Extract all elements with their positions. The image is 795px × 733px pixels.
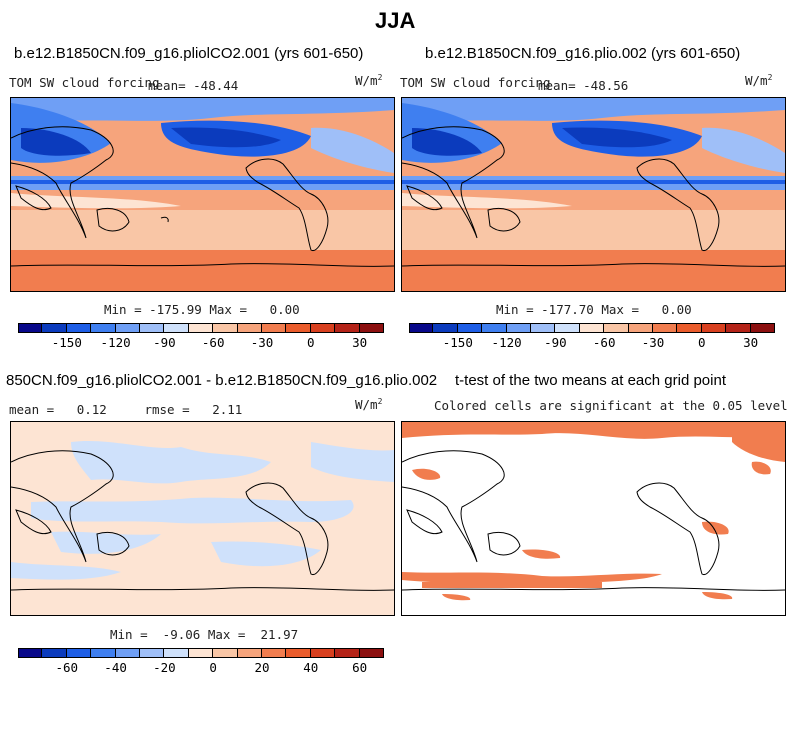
bottom-left-colorbar-cell [140,648,165,658]
top-left-units: W/m2 [355,73,383,89]
top-right-colorbar-tick-label: -150 [442,335,473,350]
bottom-left-colorbar-cell [262,648,287,658]
bottom-left-units: W/m2 [355,397,383,413]
bottom-left-colorbar-tick-label: 20 [254,660,270,675]
bottom-left-colorbar-cell [164,648,189,658]
bottom-right-note: Colored cells are significant at the 0.0… [434,398,788,413]
bottom-left-colorbar-tick-label: 0 [209,660,217,675]
top-left-colorbar-cell [237,323,262,333]
top-right-colorbar-tick-label: 30 [743,335,759,350]
top-left-minmax: Min = -175.99 Max = 0.00 [104,302,300,317]
bottom-left-colorbar-cell [66,648,92,658]
top-right-run-title: b.e12.B1850CN.f09_g16.plio.002 (yrs 601-… [425,45,741,62]
top-left-colorbar-tick-label: -30 [250,335,274,350]
bottom-right-run-title: t-test of the two means at each grid poi… [455,372,726,389]
top-left-colorbar-cell [286,323,311,333]
bottom-left-stats: mean = 0.12 rmse = 2.11 [9,402,243,417]
top-left-colorbar-cell [262,323,287,333]
top-right-colorbar-tick-label: -30 [641,335,665,350]
top-left-colorbar-cell [213,323,238,333]
bottom-left-colorbar-tick-label: 40 [303,660,319,675]
top-left-mean: mean= -48.44 [148,78,239,93]
top-right-minmax: Min = -177.70 Max = 0.00 [496,302,692,317]
bottom-left-colorbar-cell [91,648,116,658]
bottom-left-map [10,421,395,616]
top-left-colorbar-cell [188,323,214,333]
bottom-left-colorbar-tick-label: 60 [352,660,368,675]
top-left-colorbar-cell [164,323,189,333]
bottom-left-minmax: Min = -9.06 Max = 21.97 [110,627,299,642]
top-right-colorbar-cell [604,323,629,333]
top-left-run-title: b.e12.B1850CN.f09_g16.pliolCO2.001 (yrs … [14,45,364,62]
bottom-left-colorbar-tick-label: -40 [104,660,127,675]
bottom-left-colorbar-cell [310,648,336,658]
top-right-variable: TOM SW cloud forcing [400,75,551,90]
top-left-colorbar-frame [18,323,384,333]
top-right-colorbar-cell [701,323,727,333]
top-right-colorbar-tick-label: -60 [592,335,616,350]
top-right-colorbar-cell [409,323,434,333]
top-right-colorbar: -150 -120 -90 -60 -30 0 30 [409,323,775,350]
top-left-colorbar-tick-label: -120 [100,335,131,350]
top-left-colorbar-cell [91,323,116,333]
bottom-left-colorbar-tick-label: -20 [153,660,176,675]
figure-title: JJA [375,8,416,33]
top-right-colorbar-cell [433,323,458,333]
top-right-colorbar-tick-label: -90 [544,335,567,350]
top-left-colorbar-tick-label: 0 [307,335,315,350]
top-left-colorbar-cell [140,323,165,333]
top-left-colorbar-tick-label: 30 [352,335,368,350]
bottom-left-colorbar: -60 -40 -20 0 20 40 60 [18,648,384,675]
top-left-colorbar-tick-label: -60 [201,335,225,350]
top-right-colorbar-tick-label: -120 [491,335,522,350]
bottom-left-colorbar-frame [18,648,384,658]
bottom-left-colorbar-tick-label: -60 [55,660,79,675]
top-right-colorbar-tick-label: 0 [698,335,706,350]
top-right-colorbar-cell [579,323,605,333]
top-right-colorbar-cell [726,323,751,333]
top-right-colorbar-cell [677,323,702,333]
top-left-map [10,97,395,292]
top-left-colorbar: -150 -120 -90 -60 -30 0 30 [18,323,384,350]
bottom-left-colorbar-cell [237,648,262,658]
top-left-colorbar-tick-label: -150 [51,335,82,350]
top-right-colorbar-cell [653,323,678,333]
top-left-colorbar-cell [66,323,92,333]
top-left-variable: TOM SW cloud forcing [9,75,160,90]
bottom-right-map [401,421,786,616]
top-left-colorbar-cell [18,323,43,333]
top-right-map [401,97,786,292]
top-right-colorbar-cell [531,323,556,333]
top-right-colorbar-cell [555,323,580,333]
top-right-colorbar-cell [628,323,653,333]
bottom-left-colorbar-cell [42,648,67,658]
bottom-left-colorbar-cell [286,648,311,658]
bottom-left-colorbar-cell [18,648,43,658]
top-left-colorbar-tick-label: -90 [153,335,176,350]
top-right-mean: mean= -48.56 [538,78,629,93]
top-left-colorbar-cell [335,323,360,333]
bottom-left-colorbar-cell [213,648,238,658]
bottom-left-colorbar-cell [115,648,140,658]
top-right-units: W/m2 [745,73,773,89]
top-right-colorbar-cell [506,323,531,333]
top-left-colorbar-cell [115,323,140,333]
bottom-left-run-title: 850CN.f09_g16.pliolCO2.001 - b.e12.B1850… [6,372,438,389]
bottom-left-colorbar-cell [335,648,360,658]
top-right-colorbar-cell [457,323,483,333]
top-left-colorbar-cell [42,323,67,333]
top-right-colorbar-cell [482,323,507,333]
top-right-colorbar-frame [409,323,775,333]
bottom-left-colorbar-cell [188,648,214,658]
top-left-colorbar-cell [310,323,336,333]
